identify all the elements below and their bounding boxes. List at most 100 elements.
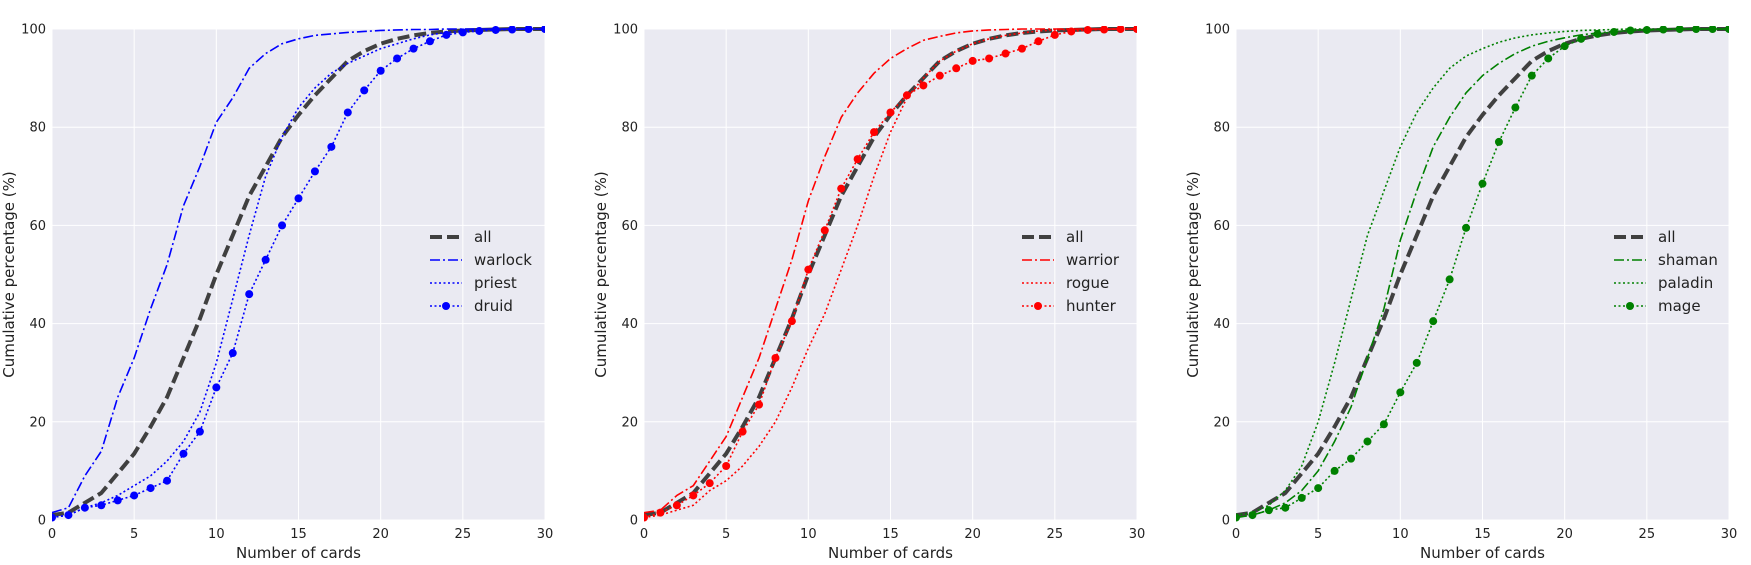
data-point-druid <box>261 255 270 264</box>
data-point-druid <box>360 86 369 95</box>
y-tick-label: 0 <box>630 514 638 529</box>
data-point-mage <box>1248 511 1257 520</box>
chart-panel-3: 0 5 10 15 20 25 30 0 20 40 60 80 100 Number of cards C… <box>1184 23 1737 563</box>
x-tick-label: 10 <box>208 527 225 542</box>
data-point-hunter <box>705 479 714 488</box>
data-point-hunter <box>919 81 928 90</box>
data-point-mage <box>1396 388 1405 397</box>
y-axis-label: Cumulative percentage (%) <box>0 171 18 378</box>
y-axis-label: Cumulative percentage (%) <box>592 171 610 378</box>
legend: all warlock priest druid <box>430 228 532 315</box>
legend-marker-mage <box>1626 302 1634 310</box>
x-tick-label: 30 <box>1129 527 1146 542</box>
data-point-hunter <box>1133 26 1137 33</box>
legend-label-priest: priest <box>474 274 517 292</box>
legend-label-all: all <box>474 228 492 246</box>
data-point-druid <box>228 349 237 358</box>
data-point-druid <box>524 26 533 33</box>
x-tick-label: 30 <box>1721 527 1738 542</box>
data-point-hunter <box>1001 49 1010 58</box>
data-point-druid <box>343 108 352 117</box>
chart-panel-1: 0 5 10 15 20 25 30 0 20 40 60 80 100 Number of cards C… <box>0 23 553 563</box>
data-point-druid <box>212 383 221 392</box>
data-point-mage <box>1511 103 1520 112</box>
legend-label-rogue: rogue <box>1066 274 1109 292</box>
x-tick-label: 5 <box>1314 527 1322 542</box>
data-point-mage <box>1264 506 1273 515</box>
y-tick-label: 20 <box>1213 415 1230 430</box>
y-tick-label: 20 <box>621 415 638 430</box>
data-point-hunter <box>985 54 994 63</box>
data-point-druid <box>310 167 319 176</box>
data-point-druid <box>393 54 402 63</box>
data-point-druid <box>327 142 336 151</box>
data-point-mage <box>1593 29 1602 38</box>
y-tick-label: 60 <box>621 219 638 234</box>
data-point-druid <box>442 30 451 39</box>
x-tick-label: 25 <box>1639 527 1656 542</box>
series-line-all <box>1236 27 1729 518</box>
data-point-hunter <box>656 508 665 517</box>
data-point-druid <box>425 37 434 46</box>
data-point-mage <box>1379 420 1388 429</box>
x-tick-label: 15 <box>882 527 899 542</box>
data-point-mage <box>1297 493 1306 502</box>
data-point-hunter <box>771 353 780 362</box>
data-point-hunter <box>820 226 829 235</box>
legend-marker-druid <box>442 302 450 310</box>
x-tick-label: 0 <box>1232 527 1240 542</box>
data-point-hunter <box>1083 26 1092 34</box>
series-group <box>52 26 545 522</box>
data-point-druid <box>541 26 545 33</box>
x-tick-label: 0 <box>48 527 56 542</box>
data-point-druid <box>278 221 287 230</box>
data-point-hunter <box>968 56 977 65</box>
data-point-druid <box>163 476 172 485</box>
data-point-mage <box>1478 179 1487 188</box>
data-point-mage <box>1626 26 1635 35</box>
data-point-mage <box>1675 26 1684 33</box>
series-group <box>1236 26 1729 522</box>
data-point-mage <box>1527 71 1536 80</box>
y-tick-label: 40 <box>1213 317 1230 332</box>
data-point-druid <box>409 44 418 53</box>
x-tick-label: 10 <box>1392 527 1409 542</box>
data-point-hunter <box>689 491 698 500</box>
y-tick-label: 80 <box>1213 121 1230 136</box>
data-point-druid <box>97 501 106 510</box>
data-point-mage <box>1659 26 1668 34</box>
data-point-hunter <box>787 317 796 326</box>
series-line-warlock <box>52 28 545 514</box>
x-tick-label: 0 <box>640 527 648 542</box>
chart-panel-2: 0 5 10 15 20 25 30 0 20 40 60 80 100 Number of cards C… <box>592 23 1145 563</box>
data-point-hunter <box>644 513 648 522</box>
data-point-mage <box>1445 275 1454 284</box>
data-point-hunter <box>738 427 747 436</box>
data-point-hunter <box>755 400 764 409</box>
data-point-druid <box>245 290 254 299</box>
data-point-hunter <box>902 91 911 100</box>
x-axis-label: Number of cards <box>1420 544 1545 562</box>
data-point-mage <box>1347 454 1356 463</box>
legend-label-hunter: hunter <box>1066 297 1117 315</box>
series-line-warrior <box>644 28 1137 514</box>
data-point-druid <box>146 484 155 493</box>
data-point-hunter <box>837 184 846 193</box>
data-point-druid <box>294 194 303 203</box>
data-point-hunter <box>853 155 862 164</box>
x-tick-label: 20 <box>964 527 981 542</box>
data-point-mage <box>1560 42 1569 51</box>
x-tick-label: 10 <box>800 527 817 542</box>
legend-label-druid: druid <box>474 297 513 315</box>
data-point-mage <box>1725 26 1729 33</box>
data-point-druid <box>52 513 56 522</box>
data-point-hunter <box>722 461 731 470</box>
y-tick-label: 100 <box>21 23 46 38</box>
x-tick-label: 25 <box>455 527 472 542</box>
data-point-hunter <box>870 128 879 137</box>
x-tick-label: 20 <box>372 527 389 542</box>
data-point-druid <box>458 28 467 37</box>
data-point-mage <box>1577 34 1586 43</box>
legend-label-mage: mage <box>1658 297 1701 315</box>
